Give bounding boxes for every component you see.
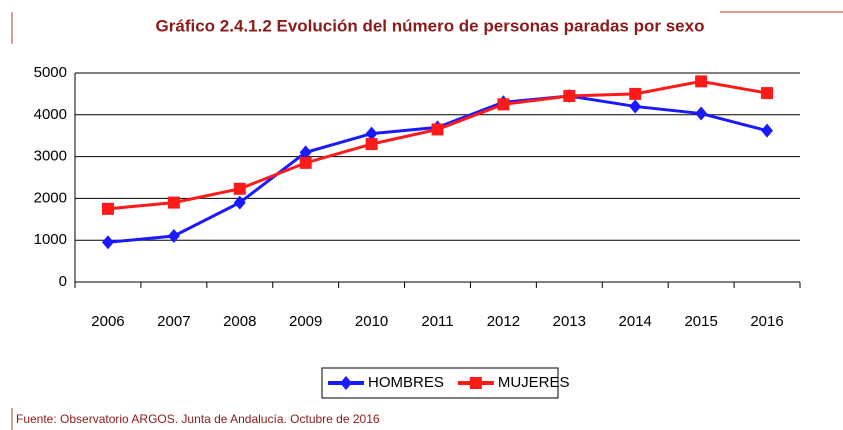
x-tick-label: 2008 bbox=[223, 313, 256, 330]
data-point bbox=[629, 99, 642, 114]
data-point bbox=[695, 75, 708, 88]
data-point bbox=[299, 156, 312, 169]
y-tick-label: 2000 bbox=[34, 189, 67, 206]
data-point bbox=[761, 123, 774, 138]
data-point bbox=[365, 126, 378, 141]
data-point bbox=[497, 98, 510, 111]
y-tick-label: 1000 bbox=[34, 231, 67, 248]
legend-marker bbox=[469, 377, 482, 389]
legend-label: HOMBRES bbox=[368, 374, 444, 391]
data-point bbox=[629, 87, 642, 100]
y-tick-label: 3000 bbox=[34, 148, 67, 165]
x-tick-label: 2007 bbox=[157, 313, 190, 330]
series-line bbox=[107, 94, 768, 244]
legend-marker bbox=[340, 376, 352, 390]
x-tick-label: 2009 bbox=[289, 313, 322, 330]
data-point bbox=[299, 145, 312, 160]
x-tick-label: 2016 bbox=[750, 313, 783, 330]
legend-label: MUJERES bbox=[498, 374, 570, 391]
data-point bbox=[695, 106, 708, 121]
y-tick-label: 0 bbox=[59, 273, 67, 290]
data-point bbox=[167, 196, 180, 209]
x-tick-label: 2006 bbox=[91, 313, 124, 330]
data-point bbox=[167, 229, 180, 244]
data-point bbox=[365, 138, 378, 151]
data-point bbox=[233, 182, 246, 195]
x-tick-label: 2012 bbox=[487, 313, 520, 330]
chart-title: Gráfico 2.4.1.2 Evolución del número de … bbox=[156, 16, 705, 35]
x-tick-label: 2013 bbox=[553, 313, 586, 330]
data-point bbox=[431, 123, 444, 136]
x-tick-label: 2015 bbox=[684, 313, 717, 330]
data-point bbox=[233, 195, 246, 210]
y-tick-label: 4000 bbox=[34, 106, 67, 123]
data-point bbox=[563, 89, 576, 102]
data-point bbox=[101, 235, 114, 250]
data-point bbox=[101, 202, 114, 215]
x-tick-label: 2014 bbox=[619, 313, 652, 330]
y-tick-label: 5000 bbox=[34, 64, 67, 81]
x-tick-label: 2010 bbox=[355, 313, 388, 330]
data-point bbox=[761, 87, 774, 100]
source-note: Fuente: Observatorio ARGOS. Junta de And… bbox=[16, 412, 380, 426]
series-line bbox=[107, 79, 768, 211]
x-tick-label: 2011 bbox=[421, 313, 453, 330]
